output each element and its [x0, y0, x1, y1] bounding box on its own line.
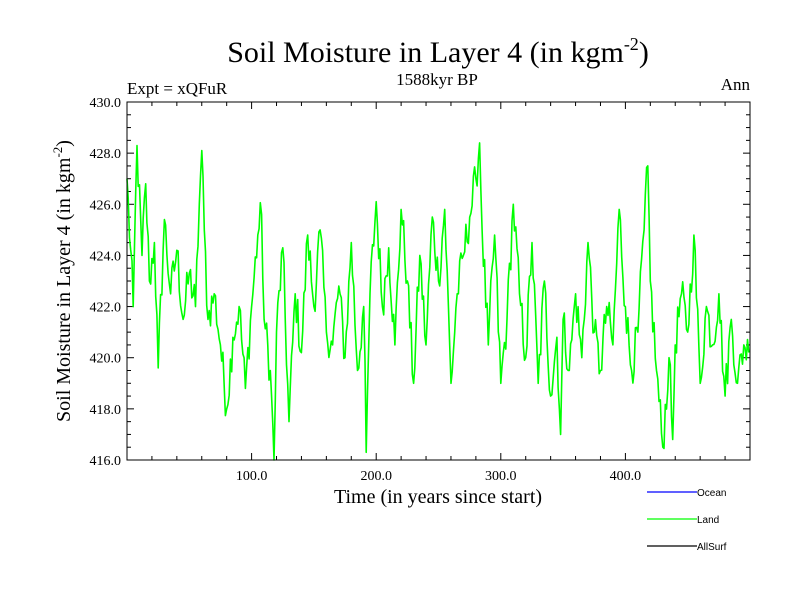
x-tick-label: 200.0 — [360, 469, 392, 484]
x-tick-label: 400.0 — [610, 469, 642, 484]
y-tick-label: 426.0 — [90, 198, 122, 213]
x-axis-label: Time (in years since start) — [334, 486, 542, 508]
y-tick-label: 424.0 — [90, 249, 122, 264]
chart-title: Soil Moisture in Layer 4 (in kgm-2) — [227, 34, 649, 69]
legend-label-land: Land — [697, 515, 719, 526]
y-tick-labels: 416.0 418.0 420.0 422.0 424.0 426.0 428.0 430.0 — [90, 96, 122, 469]
series-line-land — [126, 142, 750, 461]
legend: Ocean Land AllSurf — [647, 488, 727, 553]
x-tick-labels: 100.0 200.0 300.0 400.0 — [236, 469, 641, 484]
season-label: Ann — [721, 75, 751, 94]
y-tick-label: 428.0 — [90, 147, 122, 162]
y-axis-label: Soil Moisture in Layer 4 (in kgm-2) — [50, 140, 75, 422]
y-tick-label: 418.0 — [90, 403, 122, 418]
axis-ticks — [127, 101, 750, 461]
y-tick-label: 430.0 — [90, 96, 122, 111]
period-subtitle: 1588kyr BP — [396, 70, 478, 89]
experiment-label: Expt = xQFuR — [127, 79, 228, 98]
x-tick-label: 100.0 — [236, 469, 268, 484]
legend-label-ocean: Ocean — [697, 488, 726, 499]
data-series — [126, 142, 750, 461]
y-tick-label: 416.0 — [90, 454, 122, 469]
plot-frame — [126, 101, 751, 461]
x-tick-label: 300.0 — [485, 469, 517, 484]
legend-label-allsurf: AllSurf — [697, 542, 727, 553]
y-tick-label: 420.0 — [90, 352, 122, 367]
y-tick-label: 422.0 — [90, 301, 122, 316]
